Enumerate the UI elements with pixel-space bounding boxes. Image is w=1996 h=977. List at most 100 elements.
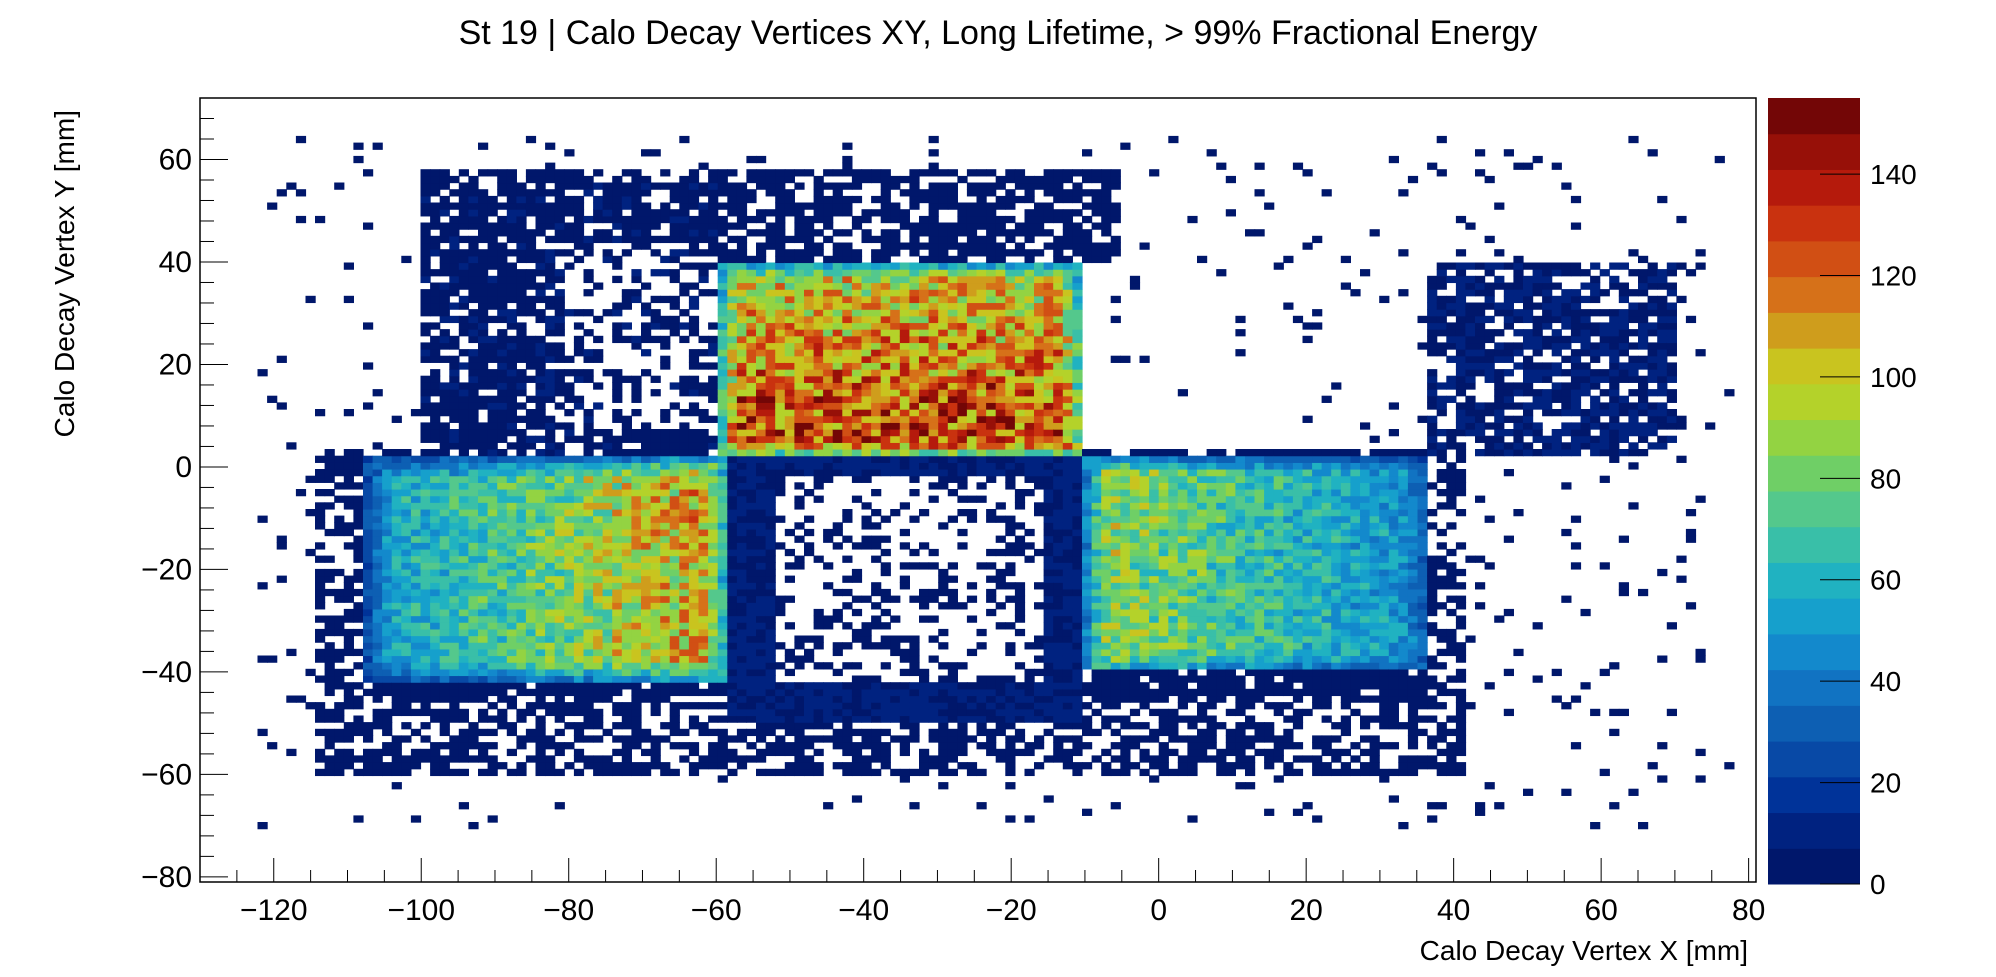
heatmap-cell xyxy=(919,402,930,410)
heatmap-cell xyxy=(267,655,278,663)
heatmap-cell xyxy=(756,315,767,324)
heatmap-cell xyxy=(420,269,431,277)
heatmap-cell xyxy=(746,375,757,383)
heatmap-cell xyxy=(1014,748,1026,757)
heatmap-cell xyxy=(602,615,613,623)
heatmap-cell xyxy=(545,342,556,350)
heatmap-cell xyxy=(688,495,700,503)
heatmap-cell xyxy=(391,762,402,770)
heatmap-cell xyxy=(736,542,748,550)
heatmap-cell xyxy=(823,535,834,543)
heatmap-cell xyxy=(756,708,767,717)
heatmap-cell xyxy=(612,442,623,450)
heatmap-cell xyxy=(458,562,469,570)
heatmap-cell xyxy=(938,522,949,530)
heatmap-cell xyxy=(756,522,767,530)
heatmap-cell xyxy=(804,455,815,463)
heatmap-cell xyxy=(372,555,383,563)
heatmap-cell xyxy=(430,375,441,383)
heatmap-cell xyxy=(756,415,767,423)
heatmap-cell xyxy=(535,762,546,770)
heatmap-cell xyxy=(612,449,623,457)
heatmap-cell xyxy=(746,422,757,430)
heatmap-cell xyxy=(353,628,364,637)
heatmap-cell xyxy=(919,762,930,770)
heatmap-cell xyxy=(573,755,585,763)
heatmap-cell xyxy=(1034,282,1045,290)
heatmap-cell xyxy=(631,735,642,743)
heatmap-cell xyxy=(391,768,402,777)
heatmap-cell xyxy=(621,655,632,663)
heatmap-cell xyxy=(688,249,700,257)
heatmap-cell xyxy=(487,522,498,530)
heatmap-cell xyxy=(851,728,863,737)
heatmap-cell xyxy=(353,142,364,150)
heatmap-cell xyxy=(688,702,700,710)
heatmap-cell xyxy=(775,722,786,730)
heatmap-cell xyxy=(382,662,393,670)
heatmap-cell xyxy=(525,475,537,483)
heatmap-cell xyxy=(736,189,748,197)
heatmap-cell xyxy=(478,509,489,517)
heatmap-cell xyxy=(928,462,939,470)
heatmap-cell xyxy=(756,342,767,350)
heatmap-cell xyxy=(727,708,738,717)
heatmap-cell xyxy=(899,329,910,337)
heatmap-cell xyxy=(995,342,1006,350)
heatmap-cell xyxy=(449,562,460,570)
heatmap-cell xyxy=(430,282,441,290)
heatmap-cell xyxy=(535,395,546,403)
heatmap-cell xyxy=(794,455,805,463)
heatmap-cell xyxy=(612,748,623,757)
heatmap-cell xyxy=(497,402,508,410)
heatmap-cell xyxy=(449,282,460,290)
heatmap-cell xyxy=(650,482,661,490)
heatmap-cell xyxy=(794,462,805,470)
heatmap-cell xyxy=(324,642,335,650)
heatmap-cell xyxy=(976,482,987,490)
heatmap-cell xyxy=(487,282,498,290)
heatmap-cell xyxy=(487,202,498,210)
heatmap-cell xyxy=(794,349,805,357)
heatmap-cell xyxy=(631,509,642,517)
heatmap-cell xyxy=(497,555,508,563)
heatmap-cell xyxy=(727,515,738,523)
heatmap-cell xyxy=(727,362,738,370)
heatmap-cell xyxy=(976,189,987,197)
heatmap-cell xyxy=(804,655,815,663)
heatmap-cell xyxy=(334,755,345,763)
heatmap-cell xyxy=(698,489,709,497)
heatmap-cell xyxy=(784,435,795,443)
heatmap-cell xyxy=(458,315,469,324)
heatmap-cell xyxy=(449,382,460,390)
heatmap-cell xyxy=(775,362,786,370)
heatmap-cell xyxy=(708,642,719,650)
heatmap-cell xyxy=(631,389,642,397)
heatmap-cell xyxy=(861,275,872,284)
heatmap-cell xyxy=(708,362,719,370)
heatmap-cell xyxy=(976,688,987,697)
heatmap-cell xyxy=(938,389,949,397)
heatmap-cell xyxy=(688,509,700,517)
heatmap-cell xyxy=(535,415,546,423)
heatmap-cell xyxy=(746,522,757,530)
heatmap-cell xyxy=(382,582,393,590)
heatmap-cell xyxy=(784,169,795,177)
heatmap-cell xyxy=(976,462,987,470)
heatmap-cell xyxy=(832,262,843,270)
heatmap-cell xyxy=(765,635,776,643)
heatmap-cell xyxy=(573,682,585,690)
heatmap-cell xyxy=(478,588,489,597)
heatmap-cell xyxy=(765,382,776,390)
heatmap-cell xyxy=(401,695,412,703)
heatmap-cell xyxy=(324,668,335,677)
heatmap-cell xyxy=(679,582,690,590)
heatmap-cell xyxy=(823,469,834,477)
heatmap-cell xyxy=(602,435,613,443)
heatmap-cell xyxy=(430,502,441,510)
heatmap-cell xyxy=(554,449,565,457)
heatmap-cell xyxy=(353,722,364,730)
heatmap-cell xyxy=(986,222,997,230)
heatmap-cell xyxy=(957,355,968,363)
heatmap-cell xyxy=(468,329,479,337)
